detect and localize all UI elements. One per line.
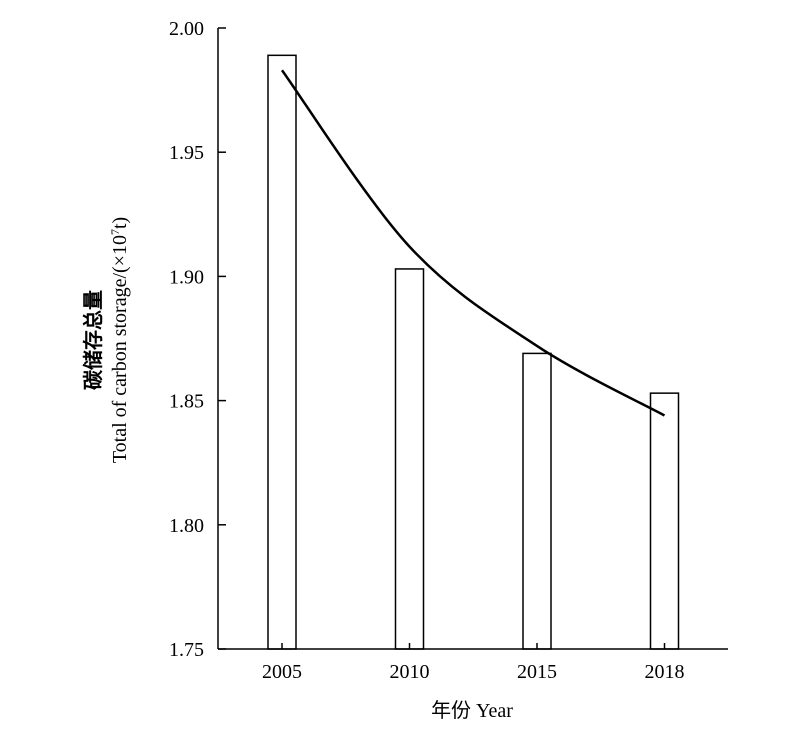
y-tick-label: 1.95 <box>169 142 204 164</box>
y-axis-title-en-suffix: t) <box>109 217 131 229</box>
y-axis-title: 碳储存总量 Total of carbon storage/(×107t) <box>81 217 131 463</box>
y-axis-title-en: Total of carbon storage/(×107t) <box>108 217 131 463</box>
x-ticks: 2005 2010 2015 2018 <box>262 643 685 683</box>
y-tick-label: 1.80 <box>169 515 204 537</box>
bar-2018 <box>649 392 680 650</box>
y-axis-title-cn: 碳储存总量 <box>81 290 105 390</box>
x-axis-title: 年份 Year <box>431 699 513 722</box>
y-axis-title-en-prefix: Total of carbon storage/(×10 <box>109 235 131 463</box>
y-axis-title-en-sup: 7 <box>108 229 122 235</box>
bars <box>267 54 680 650</box>
y-ticks: 1.75 1.80 1.85 1.90 1.95 2.00 <box>169 18 226 661</box>
x-tick-label: 2010 <box>390 661 430 683</box>
x-tick-label: 2018 <box>645 661 685 683</box>
y-tick-label: 1.85 <box>169 391 204 413</box>
x-tick-label: 2005 <box>262 661 302 683</box>
y-tick-label: 1.90 <box>169 266 204 288</box>
trend-line <box>280 69 666 417</box>
x-tick-label: 2015 <box>517 661 557 683</box>
bar-2010 <box>394 268 425 650</box>
y-tick-label: 1.75 <box>169 639 204 661</box>
bar-2005 <box>267 54 297 650</box>
bar-2015 <box>522 352 552 650</box>
y-tick-label: 2.00 <box>169 18 204 40</box>
